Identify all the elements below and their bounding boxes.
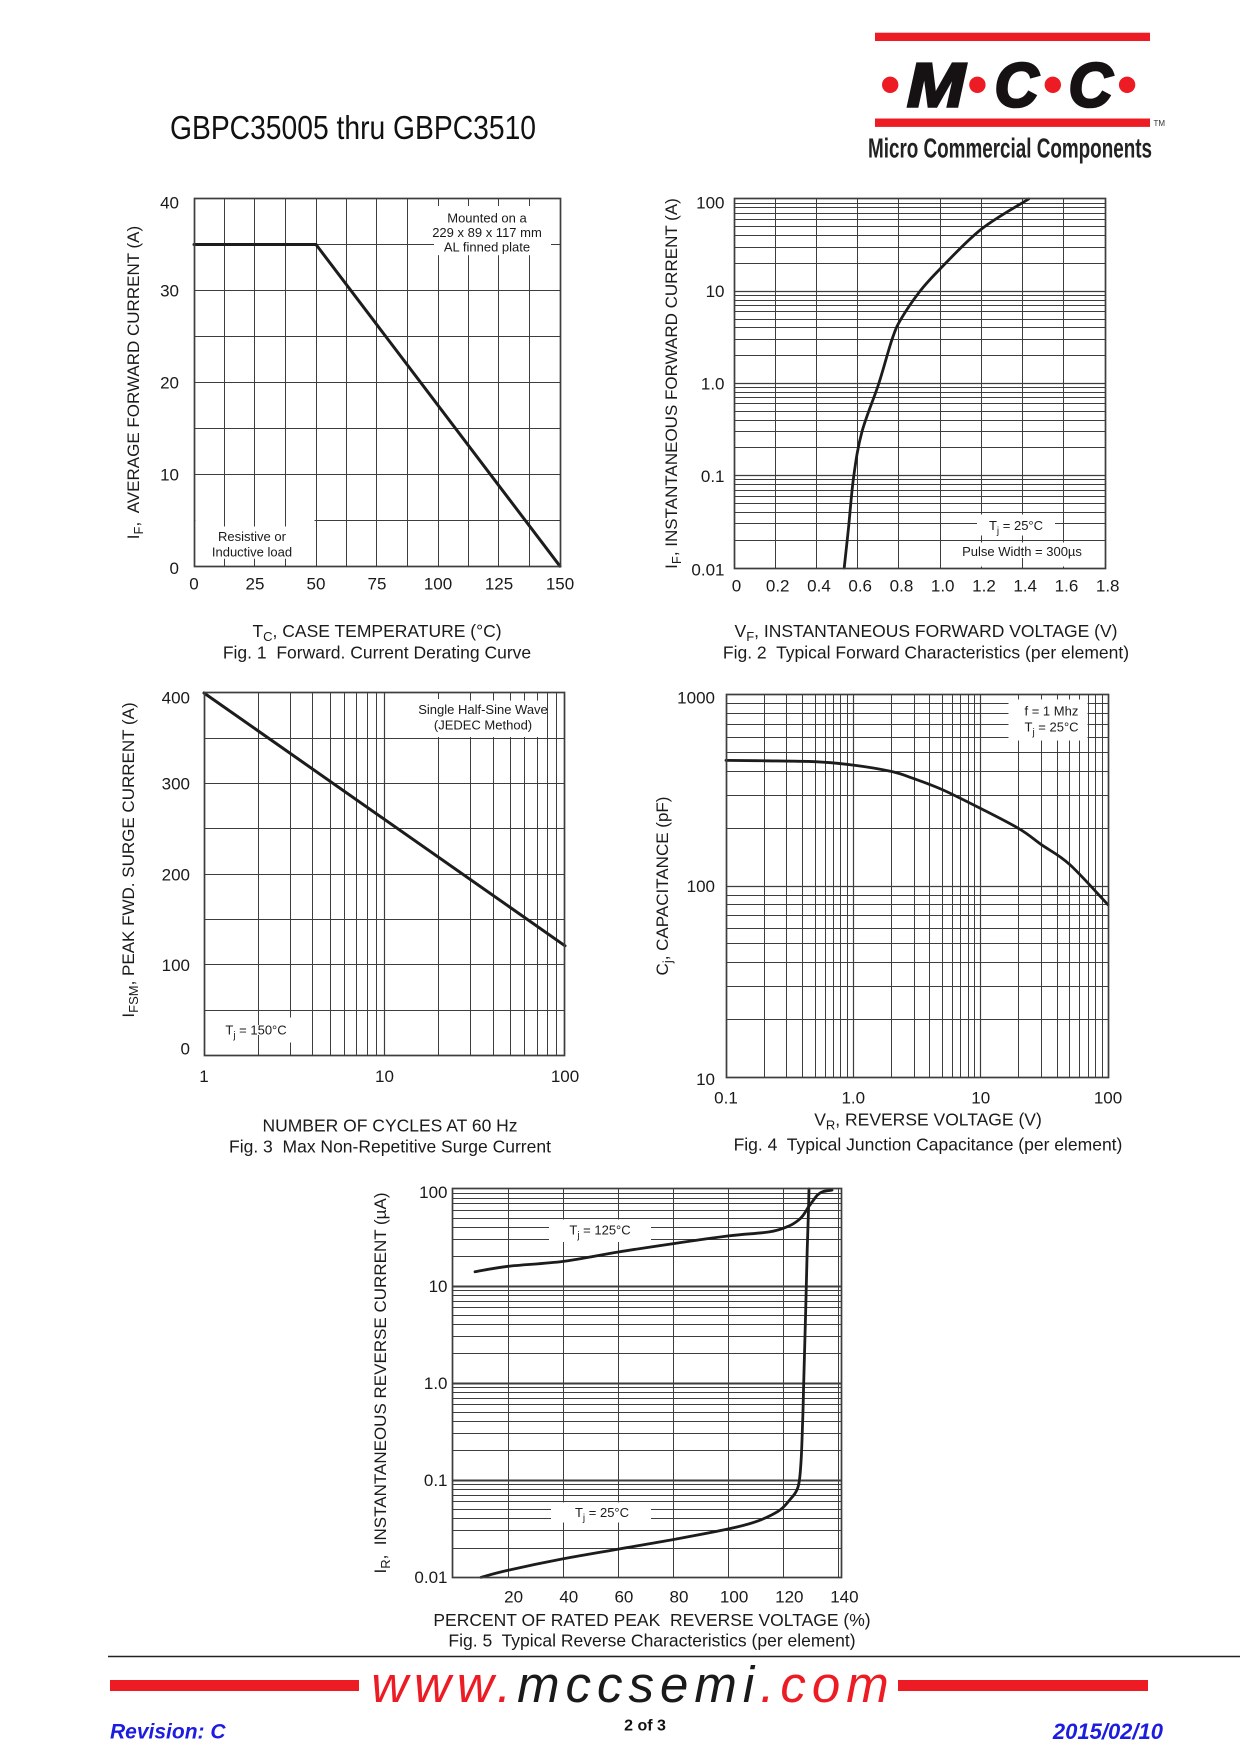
svg-text:IR​, INSTANTANEOUS REVERSE CU: IR​, INSTANTANEOUS REVERSE CURRENT (µA) [371,1193,393,1574]
svg-text:25: 25 [246,575,265,594]
svg-text:50: 50 [307,575,326,594]
svg-text:20: 20 [160,373,179,392]
svg-text:TM: TM [1154,119,1166,128]
svg-text:IF​, INSTANTANEOUS FORWARD CUR: IF​, INSTANTANEOUS FORWARD CURRENT (A) [662,198,684,569]
svg-text:60: 60 [614,1588,633,1607]
svg-text:229 x 89 x 117 mm: 229 x 89 x 117 mm [432,225,542,240]
svg-text:20: 20 [504,1588,523,1607]
svg-text:0: 0 [181,1040,190,1059]
svg-text:Inductive load: Inductive load [212,545,292,560]
svg-text:1.0: 1.0 [701,375,725,394]
svg-text:NUMBER OF CYCLES AT 60 Hz: NUMBER OF CYCLES AT 60 Hz [262,1116,517,1136]
svg-text:VR​, REVERSE VOLTAGE (V): VR​, REVERSE VOLTAGE (V) [814,1110,1042,1133]
svg-text:Fig. 4 Typical Junction Capac: Fig. 4 Typical Junction Capacitance (per… [734,1135,1123,1155]
svg-text:Micro Commercial Components: Micro Commercial Components [868,133,1152,164]
svg-text:Tj​ = 150°C: Tj​ = 150°C [225,1023,286,1042]
svg-text:0.1: 0.1 [424,1471,448,1490]
svg-text:300: 300 [162,775,190,794]
svg-text:Fig. 3 Max Non-Repetitive Sur: Fig. 3 Max Non-Repetitive Surge Current [229,1137,551,1157]
svg-text:IF​, AVERAGE FORWARD CURRENT: IF​, AVERAGE FORWARD CURRENT (A) [124,226,146,539]
svg-text:10: 10 [375,1067,394,1086]
svg-text:100: 100 [1094,1089,1122,1108]
svg-text:0: 0 [732,577,741,596]
svg-text:10: 10 [696,1070,715,1089]
svg-text:10: 10 [971,1089,990,1108]
svg-text:IFSM​, PEAK FWD. SURGE CURRENT: IFSM​, PEAK FWD. SURGE CURRENT (A) [119,702,141,1017]
svg-text:Resistive or: Resistive or [218,529,287,544]
svg-text:f = 1 Mhz: f = 1 Mhz [1025,704,1079,719]
svg-text:100: 100 [696,194,724,213]
svg-text:100: 100 [424,575,452,594]
svg-text:C: C [1069,52,1114,121]
svg-text:40: 40 [160,194,179,213]
svg-text:80: 80 [670,1588,689,1607]
svg-text:100: 100 [720,1588,748,1607]
svg-text:Mounted on a: Mounted on a [447,211,527,226]
svg-text:140: 140 [830,1588,858,1607]
svg-text:Pulse Width = 300µs: Pulse Width = 300µs [962,544,1082,559]
svg-text:PERCENT OF RATED PEAK REVERSE: PERCENT OF RATED PEAK REVERSE VOLTAGE (%… [433,1610,870,1630]
svg-text:0.2: 0.2 [766,577,790,596]
svg-text:Cj​, CAPACITANCE (pF): Cj​, CAPACITANCE (pF) [653,797,675,976]
svg-text:10: 10 [706,282,725,301]
svg-text:100: 100 [419,1183,447,1202]
svg-text:Tj​ = 125°C: Tj​ = 125°C [569,1223,630,1242]
svg-text:0.8: 0.8 [890,577,914,596]
svg-text:Single Half-Sine Wave: Single Half-Sine Wave [418,702,548,717]
svg-text:www.mccsemi.com: www.mccsemi.com [371,1656,895,1713]
svg-text:0: 0 [189,575,198,594]
svg-text:10: 10 [160,465,179,484]
svg-text:1.8: 1.8 [1096,577,1120,596]
svg-text:VF​, INSTANTANEOUS FORWARD VOL: VF​, INSTANTANEOUS FORWARD VOLTAGE (V) [735,621,1118,644]
svg-text:1: 1 [199,1067,208,1086]
svg-text:400: 400 [162,689,190,708]
svg-text:1.6: 1.6 [1055,577,1079,596]
svg-text:40: 40 [559,1588,578,1607]
svg-text:1.2: 1.2 [972,577,996,596]
svg-text:(JEDEC Method): (JEDEC Method) [434,718,532,733]
svg-text:0.01: 0.01 [414,1568,447,1587]
svg-text:1.0: 1.0 [424,1374,448,1393]
svg-text:100: 100 [551,1067,579,1086]
svg-text:10: 10 [429,1277,448,1296]
svg-text:30: 30 [160,281,179,300]
svg-text:0.01: 0.01 [691,561,724,580]
svg-text:75: 75 [368,575,387,594]
svg-text:1000: 1000 [677,689,715,708]
svg-text:2015/02/10: 2015/02/10 [1052,1719,1164,1744]
svg-text:Fig. 1 Forward. Current Derat: Fig. 1 Forward. Current Derating Curve [223,643,531,663]
svg-text:100: 100 [687,877,715,896]
svg-text:1.0: 1.0 [931,577,955,596]
svg-text:150: 150 [546,575,574,594]
svg-text:Fig. 2 Typical Forward Charac: Fig. 2 Typical Forward Characteristics (… [723,643,1129,663]
svg-text:Fig. 5 Typical Reverse Charac: Fig. 5 Typical Reverse Characteristics (… [448,1631,855,1651]
svg-text:Revision: C: Revision: C [110,1721,226,1744]
svg-text:0: 0 [170,559,179,578]
svg-text:2 of 3: 2 of 3 [624,1718,666,1735]
svg-text:TC​, CASE TEMPERATURE (°C): TC​, CASE TEMPERATURE (°C) [252,621,501,644]
svg-text:AL finned plate: AL finned plate [444,240,530,255]
svg-text:0.1: 0.1 [714,1089,738,1108]
svg-text:120: 120 [775,1588,803,1607]
svg-text:Tj​ = 25°C: Tj​ = 25°C [575,1505,629,1524]
svg-text:0.6: 0.6 [848,577,872,596]
svg-text:M: M [907,52,967,121]
svg-text:200: 200 [162,865,190,884]
svg-text:1.4: 1.4 [1013,577,1037,596]
svg-text:Tj​ = 25°C: Tj​ = 25°C [989,518,1043,537]
svg-text:125: 125 [485,575,513,594]
svg-text:Tj​ = 25°C: Tj​ = 25°C [1025,720,1079,739]
svg-text:C: C [995,52,1040,121]
svg-text:100: 100 [162,956,190,975]
svg-text:0.4: 0.4 [807,577,831,596]
svg-text:1.0: 1.0 [841,1089,865,1108]
svg-text:0.1: 0.1 [701,467,725,486]
svg-text:GBPC35005 thru GBPC3510: GBPC35005 thru GBPC3510 [170,109,536,146]
